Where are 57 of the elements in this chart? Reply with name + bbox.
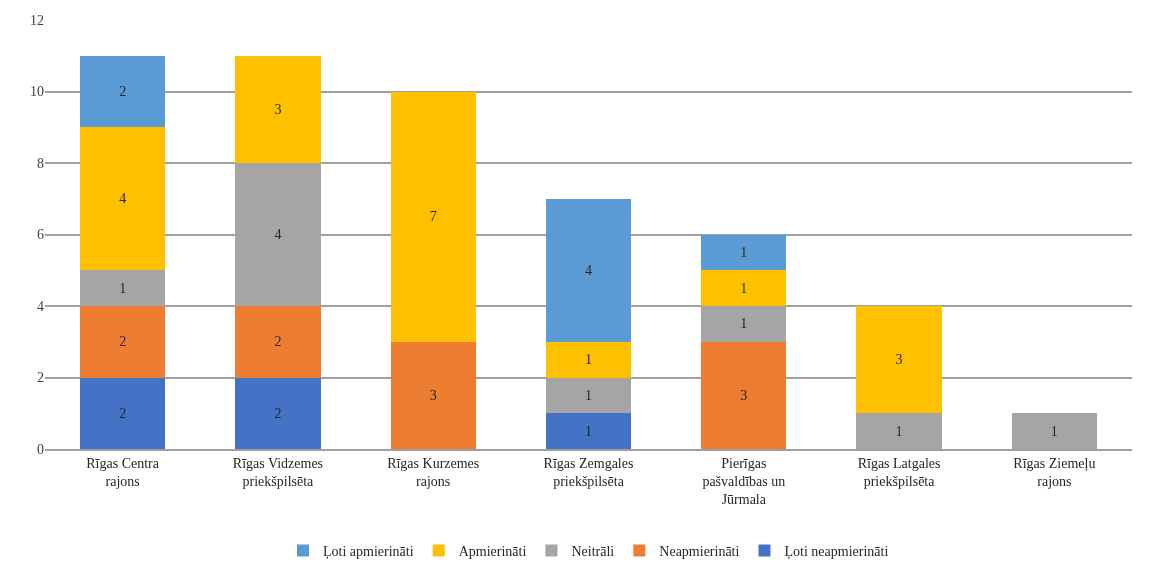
- data-label: 4: [274, 227, 282, 242]
- data-label: 1: [585, 352, 592, 368]
- data-label: 4: [585, 262, 592, 278]
- bar: [545, 341, 632, 378]
- legend-label: Neitrāli: [571, 543, 615, 559]
- bar: [79, 377, 166, 449]
- data-label: 1: [740, 316, 748, 332]
- x-tick-label: Rīgas Kurzemes rajons: [387, 455, 480, 489]
- bar: [390, 91, 476, 342]
- data-label: 2: [119, 334, 127, 350]
- y-tick-label: 6: [37, 227, 44, 243]
- data-label: 1: [585, 387, 592, 403]
- bar: [701, 341, 787, 449]
- bar: [545, 198, 632, 342]
- bar: [856, 306, 942, 414]
- data-label: 1: [585, 423, 592, 439]
- y-tick-label: 12: [30, 12, 44, 28]
- bar: [545, 413, 632, 449]
- bar: [701, 234, 787, 271]
- x-tick-label: Rīgas Latgales priekšpilsēta: [857, 455, 941, 489]
- data-label: 3: [895, 352, 903, 368]
- data-label: 1: [1050, 423, 1058, 439]
- data-label: 1: [740, 244, 748, 260]
- data-label: 2: [274, 405, 282, 421]
- data-label: 2: [119, 405, 127, 421]
- y-tick-label: 10: [30, 84, 44, 100]
- data-label: 1: [119, 280, 127, 296]
- x-tick-label: Rīgas Zemgales priekšpilsēta: [543, 455, 634, 489]
- data-label: 3: [274, 101, 282, 117]
- y-tick-label: 8: [37, 155, 44, 171]
- x-tick-label: Pierīgas pašvaldības un Jūrmala: [702, 455, 786, 507]
- legend-label: Ļoti neapmierināti: [784, 543, 889, 560]
- bar: [235, 306, 321, 378]
- data-label: 1: [895, 423, 903, 439]
- x-tick-label: Rīgas Vidzemes priekšpilsēta: [232, 455, 324, 489]
- data-label: 4: [119, 191, 127, 207]
- bar: [235, 377, 321, 449]
- bar: [79, 55, 166, 128]
- data-label: 2: [274, 334, 282, 350]
- legend-label: Neapmierināti: [659, 543, 740, 559]
- bar: [390, 341, 476, 449]
- bar: [79, 127, 166, 271]
- data-label: 2: [119, 84, 127, 99]
- data-label: 3: [429, 387, 437, 403]
- data-label: 7: [429, 209, 437, 225]
- x-tick-label: Rīgas Ziemeļu rajons: [1013, 455, 1096, 489]
- bar: [701, 270, 787, 306]
- legend-label: Apmierināti: [458, 543, 527, 559]
- x-tick-label: Rīgas Centra rajons: [86, 455, 160, 489]
- bar: [235, 55, 321, 163]
- y-tick-label: 0: [37, 441, 44, 457]
- y-tick-label: 2: [37, 370, 44, 386]
- y-tick-label: 4: [37, 298, 44, 314]
- bar: [79, 306, 166, 378]
- data-label: 1: [740, 280, 748, 296]
- legend-label: Ļoti apmierināti: [323, 543, 414, 560]
- data-label: 3: [740, 387, 748, 403]
